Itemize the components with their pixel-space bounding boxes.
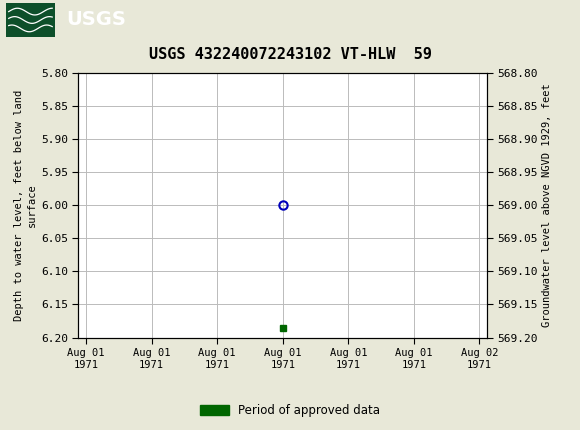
Bar: [6, 3, 55, 37]
Text: USGS: USGS: [67, 10, 126, 30]
Y-axis label: Depth to water level, feet below land
surface: Depth to water level, feet below land su…: [13, 90, 37, 321]
Legend: Period of approved data: Period of approved data: [195, 399, 385, 422]
Y-axis label: Groundwater level above NGVD 1929, feet: Groundwater level above NGVD 1929, feet: [542, 83, 552, 327]
Text: USGS 432240072243102 VT-HLW  59: USGS 432240072243102 VT-HLW 59: [148, 47, 432, 62]
